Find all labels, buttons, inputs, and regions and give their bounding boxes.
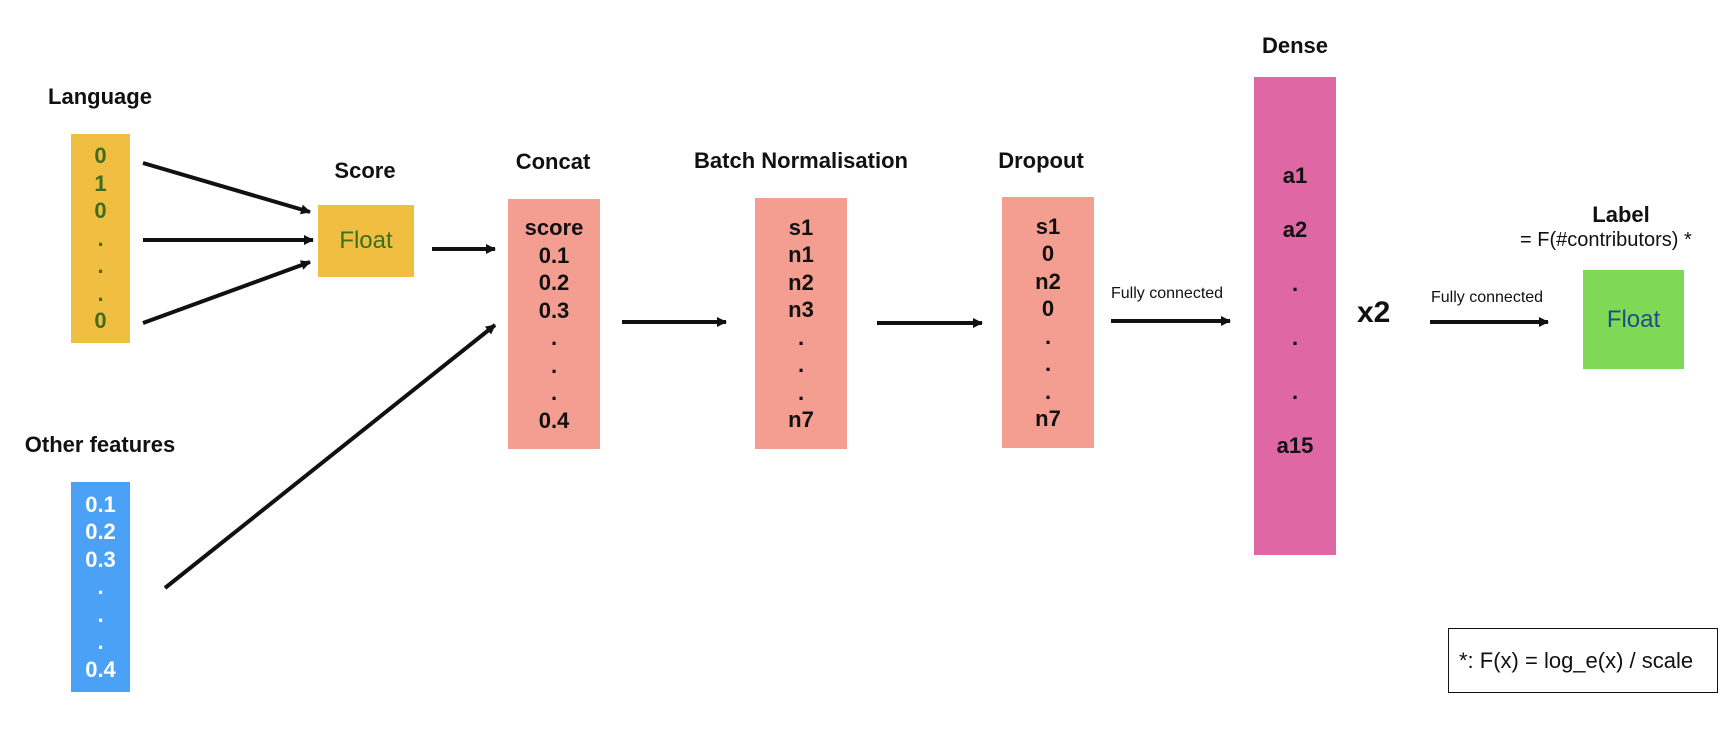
concat-value: score: [524, 215, 584, 240]
language-value: 0: [94, 198, 107, 224]
dense-value: .: [1291, 325, 1299, 350]
concat-value: .: [550, 352, 558, 378]
score-value: Float: [339, 227, 393, 254]
concat-values: score 0.1 0.2 0.3 . . . 0.4: [525, 214, 584, 434]
label-subtitle: = F(#contributors) *: [1520, 229, 1692, 251]
dropout-value: .: [1044, 378, 1052, 404]
dropout-vector-box: s1 0 n2 0 . . . n7: [1002, 197, 1094, 448]
dropout-value: n2: [1035, 268, 1061, 294]
concat-value: .: [550, 325, 558, 350]
dropout-value: s1: [1035, 213, 1061, 239]
feature-value: 0.3: [85, 546, 116, 572]
feature-value: .: [97, 629, 104, 655]
feature-value: .: [97, 574, 104, 600]
dense-value: a15: [1276, 433, 1314, 458]
label-output-box: Float: [1583, 270, 1684, 369]
footnote-box: *: F(x) = log_e(x) / scale: [1448, 628, 1718, 693]
fully-connected-label: Fully connected: [1431, 289, 1544, 306]
language-values: 0 1 0 . . . 0: [94, 142, 106, 335]
arrow-language-score-bottom: [142, 260, 311, 325]
repeat-count: x2: [1357, 296, 1391, 329]
other-features-vector-box: 0.1 0.2 0.3 . . . 0.4: [71, 482, 130, 692]
batch-norm-value: n1: [788, 242, 814, 267]
language-value: 0: [94, 143, 107, 169]
dropout-value: .: [1044, 323, 1052, 349]
concat-value: .: [550, 380, 558, 405]
batch-norm-vector-box: s1 n1 n2 n3 . . . n7: [755, 198, 847, 449]
feature-value: 0.1: [85, 491, 116, 517]
language-vector-box: 0 1 0 . . . 0: [71, 134, 130, 343]
arrow-features-concat: [163, 323, 497, 590]
dense-vector-box: a1 a2 . . . a15: [1254, 77, 1336, 555]
concat-value: 0.1: [538, 242, 570, 268]
language-title: Language: [48, 84, 152, 109]
dropout-value: .: [1044, 351, 1052, 376]
feature-value: 0.4: [85, 656, 116, 682]
language-value: .: [97, 280, 104, 306]
batch-norm-value: n7: [788, 407, 814, 432]
dense-value: .: [1291, 271, 1299, 296]
language-value: 1: [94, 170, 107, 196]
label-title: Label: [1592, 202, 1650, 227]
score-title: Score: [334, 158, 396, 183]
language-value: .: [97, 225, 104, 251]
other-features-values: 0.1 0.2 0.3 . . . 0.4: [85, 491, 116, 684]
batch-norm-value: s1: [788, 214, 814, 240]
label-value: Float: [1606, 305, 1661, 333]
dropout-value: 0: [1041, 296, 1055, 321]
feature-value: .: [97, 601, 104, 627]
batch-norm-value: .: [797, 379, 805, 405]
dropout-value: 0: [1041, 241, 1055, 266]
dense-value: a2: [1282, 217, 1308, 242]
dropout-title: Dropout: [998, 148, 1084, 173]
dropout-values: s1 0 n2 0 . . . n7: [1035, 213, 1061, 433]
other-features-title: Other features: [24, 432, 176, 457]
fully-connected-label: Fully connected: [1111, 285, 1224, 302]
score-box: Float: [318, 205, 414, 277]
concat-vector-box: score 0.1 0.2 0.3 . . . 0.4: [508, 199, 600, 449]
arrow-language-score-top: [142, 161, 311, 215]
batch-norm-value: n2: [788, 269, 814, 295]
batch-norm-value: .: [797, 324, 805, 350]
batch-norm-values: s1 n1 n2 n3 . . . n7: [788, 214, 814, 434]
language-value: .: [97, 253, 104, 279]
concat-title: Concat: [515, 149, 591, 174]
feature-value: 0.2: [85, 519, 116, 545]
dense-value: a1: [1282, 163, 1308, 188]
batch-norm-value: .: [797, 352, 805, 377]
concat-value: 0.4: [538, 407, 570, 433]
batch-norm-value: n3: [788, 297, 814, 322]
concat-value: 0.3: [538, 297, 570, 323]
language-value: 0: [94, 308, 107, 334]
concat-value: 0.2: [538, 270, 570, 295]
dense-value: .: [1291, 379, 1299, 404]
dense-values: a1 a2 . . . a15: [1277, 149, 1314, 473]
dense-title: Dense: [1261, 33, 1329, 58]
dropout-value: n7: [1035, 406, 1061, 431]
batch-norm-title: Batch Normalisation: [694, 148, 908, 173]
